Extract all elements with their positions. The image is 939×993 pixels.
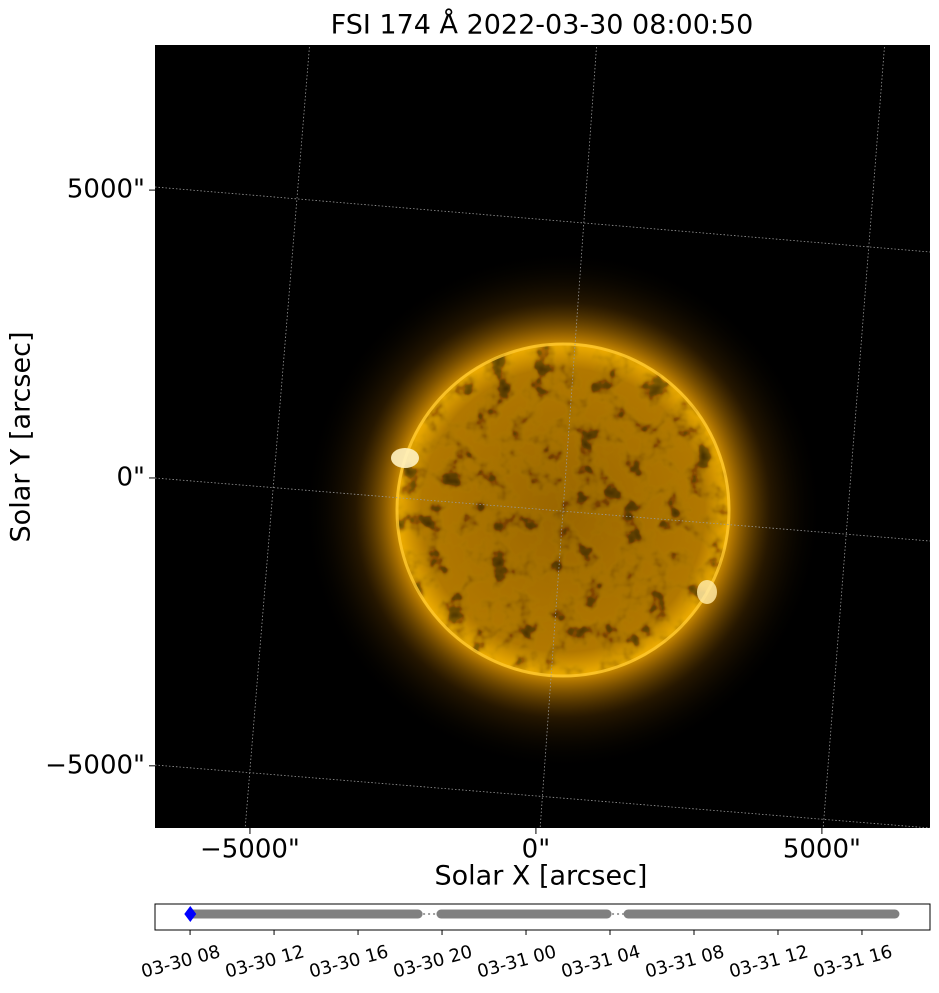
x-tick-label: 03-31 04 <box>559 941 643 982</box>
x-axis-label: Solar X [arcsec] <box>435 861 648 892</box>
image-axes: FSI 174 Å 2022-03-30 08:00:50 Solar X [a… <box>6 9 930 892</box>
x-tick-label: 03-30 16 <box>307 941 391 982</box>
x-tick-label: 03-30 20 <box>391 941 475 982</box>
limb <box>395 342 731 678</box>
disk-texture <box>396 343 730 677</box>
y-axis-label: Solar Y [arcsec] <box>6 332 37 543</box>
x-tick-label: −5000" <box>200 835 300 865</box>
x-tick-label: 03-31 16 <box>811 941 895 982</box>
coordinate-grid <box>155 45 930 828</box>
x-tick-label: 03-31 00 <box>475 941 559 982</box>
x-tick-label: 03-31 08 <box>643 941 727 982</box>
x-tick-label: 0" <box>522 835 551 865</box>
bright-region <box>391 448 419 468</box>
y-tick-label: 0" <box>116 462 145 492</box>
x-tick-label: 03-30 08 <box>139 941 223 982</box>
y-tick-label: 5000" <box>67 175 145 205</box>
sun <box>155 45 930 828</box>
x-tick-label: 5000" <box>783 835 861 865</box>
x-tick-label: 03-31 12 <box>727 941 811 982</box>
y-tick-label: −5000" <box>45 750 145 780</box>
timeline-frame <box>154 903 931 931</box>
chart-title: FSI 174 Å 2022-03-30 08:00:50 <box>331 9 754 41</box>
bright-region <box>697 580 717 604</box>
x-tick-label: 03-30 12 <box>223 941 307 982</box>
current-frame <box>184 906 197 922</box>
